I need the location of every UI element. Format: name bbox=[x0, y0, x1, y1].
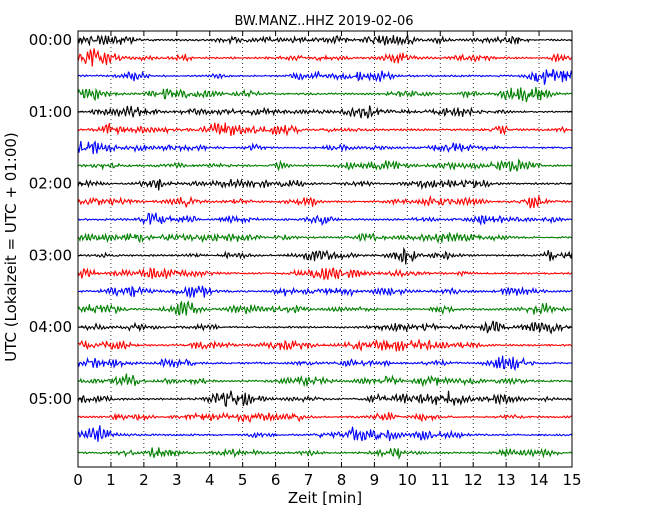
trace-0215 bbox=[77, 194, 573, 209]
trace-0530 bbox=[77, 425, 573, 442]
y-tick-labels: 00:00 01:00 02:00 03:00 04:00 05:00 bbox=[29, 31, 72, 408]
x-tick-label-3: 3 bbox=[172, 471, 182, 489]
x-tick-label-11: 11 bbox=[431, 471, 450, 489]
x-tick-label-15: 15 bbox=[562, 471, 581, 489]
x-tick-labels: 0 1 2 3 4 5 6 7 8 9 10 11 12 13 14 15 bbox=[73, 471, 581, 489]
y-axis-title: UTC (Lokalzeit = UTC + 01:00) bbox=[2, 132, 20, 362]
trace-0445 bbox=[77, 373, 573, 388]
trace-0200 bbox=[77, 178, 573, 191]
x-tick-label-7: 7 bbox=[304, 471, 314, 489]
trace-0515 bbox=[77, 411, 573, 423]
trace-0300 bbox=[77, 246, 573, 265]
x-tick-label-13: 13 bbox=[497, 471, 516, 489]
trace-0100 bbox=[77, 105, 573, 119]
trace-0145 bbox=[77, 158, 573, 172]
seismogram-traces bbox=[77, 33, 573, 461]
x-tick-label-5: 5 bbox=[238, 471, 248, 489]
trace-0045 bbox=[77, 86, 573, 103]
trace-0000 bbox=[77, 33, 573, 47]
y-tick-label-0400: 04:00 bbox=[29, 318, 72, 336]
y-tick-label-0500: 05:00 bbox=[29, 390, 72, 408]
x-tick-label-12: 12 bbox=[464, 471, 483, 489]
x-tick-label-6: 6 bbox=[271, 471, 281, 489]
trace-0415 bbox=[77, 338, 573, 352]
chart-title: BW.MANZ..HHZ 2019-02-06 bbox=[234, 14, 413, 29]
trace-0400 bbox=[77, 320, 573, 335]
y-tick-label-0100: 01:00 bbox=[29, 103, 72, 121]
y-tick-label-0000: 00:00 bbox=[29, 31, 72, 49]
x-tick-label-14: 14 bbox=[530, 471, 549, 489]
trace-0015 bbox=[77, 48, 573, 67]
grid-lines bbox=[110, 31, 540, 467]
trace-0230 bbox=[77, 212, 573, 227]
y-tick-label-0200: 02:00 bbox=[29, 175, 72, 193]
trace-0345 bbox=[77, 300, 573, 316]
x-tick-label-4: 4 bbox=[205, 471, 215, 489]
x-tick-label-0: 0 bbox=[73, 471, 83, 489]
x-tick-label-2: 2 bbox=[139, 471, 149, 489]
trace-0315 bbox=[77, 267, 573, 281]
x-tick-label-10: 10 bbox=[398, 471, 417, 489]
trace-0130 bbox=[77, 140, 573, 155]
y-tick-label-0300: 03:00 bbox=[29, 246, 72, 264]
trace-0115 bbox=[77, 122, 573, 137]
x-axis-title: Zeit [min] bbox=[288, 489, 362, 507]
x-tick-label-8: 8 bbox=[337, 471, 347, 489]
x-tick-label-1: 1 bbox=[106, 471, 116, 489]
trace-0430 bbox=[77, 355, 573, 372]
trace-0500 bbox=[77, 390, 573, 408]
trace-0245 bbox=[77, 231, 573, 244]
trace-0545 bbox=[77, 447, 573, 461]
trace-0030 bbox=[77, 68, 573, 85]
trace-0330 bbox=[77, 285, 573, 299]
x-tick-label-9: 9 bbox=[370, 471, 380, 489]
axis-ticks bbox=[77, 31, 573, 467]
plot-frame bbox=[77, 30, 573, 468]
